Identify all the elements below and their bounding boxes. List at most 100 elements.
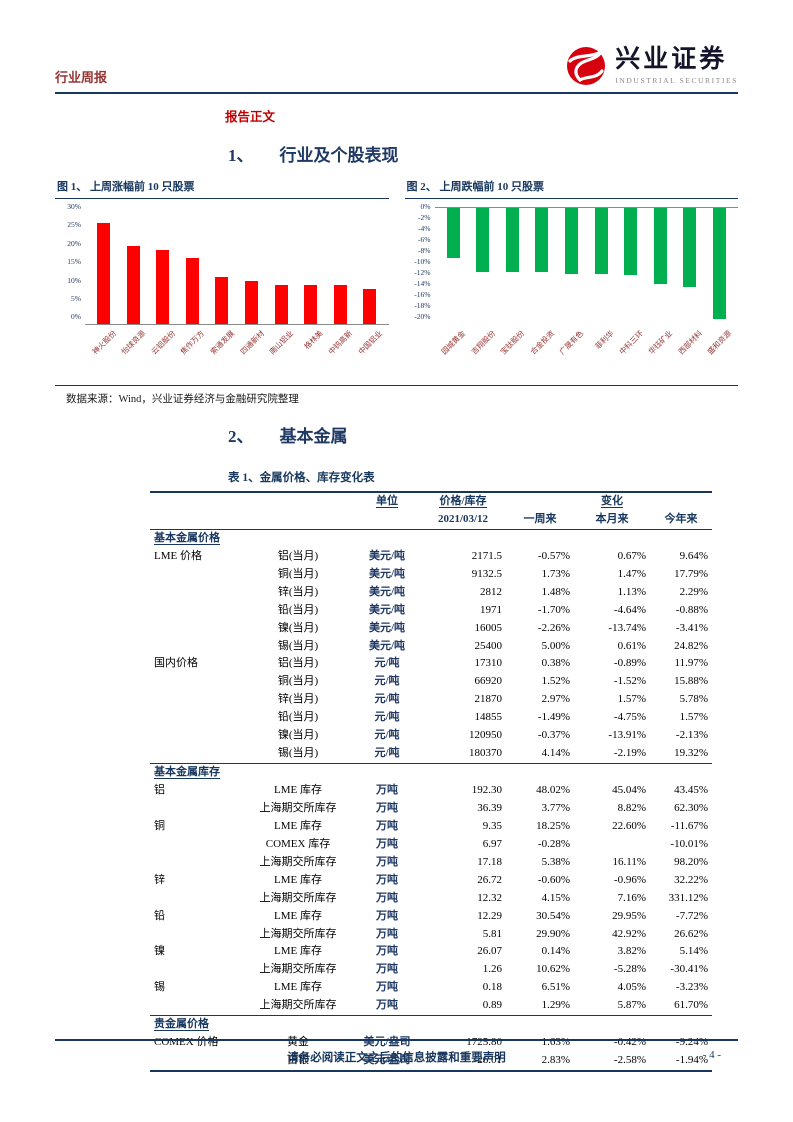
row-week-change: 10.62%	[536, 963, 570, 976]
x-label-slot: 宝钛股份	[498, 325, 528, 381]
chart-top-gainers: 图 1、 上周涨幅前 10 只股票 30% 25% 20% 15% 10% 5% 0% 神火…	[55, 178, 389, 381]
row-month-change: -13.91%	[608, 729, 646, 742]
x-category-label: 中钨高新	[326, 328, 355, 357]
chart-bar	[505, 208, 519, 273]
row-value: 21870	[474, 693, 503, 706]
y-tick-label: -4%	[418, 224, 431, 234]
table-row: 镍(当月) 元/吨 120950 -0.37% -13.91% -2.13%	[150, 727, 712, 745]
row-item: 上海期交所库存	[259, 999, 337, 1012]
row-month-change: 45.04%	[612, 784, 646, 796]
row-item: 铝(当月)	[277, 549, 319, 562]
table-body: 基本金属价格 LME 价格 铝(当月) 美元/吨 2171.5 -0.57% 0.67% 9.…	[150, 529, 712, 1071]
x-category-label: 怡球资源	[119, 328, 148, 357]
row-group	[150, 997, 242, 1015]
table-row: 铜(当月) 元/吨 66920 1.52% -1.52% 15.88%	[150, 673, 712, 691]
x-label-slot: 格林美	[296, 325, 326, 381]
row-item: 铝(当月)	[277, 657, 319, 670]
x-category-label: 四通新材	[238, 328, 266, 357]
row-item: 铅(当月)	[277, 711, 319, 724]
table-section-row: 基本金属价格	[150, 529, 712, 547]
row-value: 5.81	[482, 927, 502, 940]
y-tick-label: -10%	[414, 257, 431, 267]
row-year-change: 17.79%	[674, 567, 708, 580]
row-group	[150, 584, 242, 602]
row-item: 白银	[287, 1054, 309, 1067]
table-row: 铅(当月) 美元/吨 1971 -1.70% -4.64% -0.88%	[150, 602, 712, 620]
row-item: 锌(当月)	[277, 693, 319, 706]
row-group	[150, 836, 242, 854]
chart-1-y-axis: 30% 25% 20% 15% 10% 5% 0%	[55, 203, 85, 321]
row-value: 14855	[474, 711, 503, 724]
chart-2-title: 图 2、 上周跌幅前 10 只股票	[404, 178, 738, 199]
row-group: 铜	[154, 819, 165, 832]
chart-bar	[624, 208, 638, 276]
page-footer: 请务必阅读正文之后的信息披露和重要声明 - 4 -	[0, 1039, 793, 1066]
row-value: 120950	[469, 729, 502, 742]
row-item: 铅(当月)	[277, 603, 319, 616]
x-category-label: 云铝股份	[149, 328, 177, 357]
row-year-change: -7.72%	[675, 909, 708, 922]
row-unit: 美元/吨	[368, 621, 406, 634]
row-item: 镍(当月)	[277, 621, 319, 634]
table-row: 铜(当月) 美元/吨 9132.5 1.73% 1.47% 17.79%	[150, 566, 712, 584]
row-week-change: 1.73%	[541, 567, 570, 580]
section-1-title: 行业及个股表现	[279, 146, 399, 165]
x-category-label: 中科三环	[617, 328, 645, 357]
bar-slot	[527, 208, 557, 325]
y-tick-label: 10%	[67, 275, 81, 285]
row-month-change: 1.57%	[617, 693, 646, 706]
row-week-change: 1.29%	[541, 999, 570, 1012]
row-unit: 万吨	[376, 784, 398, 796]
bar-slot	[704, 208, 734, 325]
row-group	[150, 602, 242, 620]
chart-bar	[185, 257, 199, 324]
bar-slot	[148, 207, 178, 324]
row-month-change: 3.82%	[617, 945, 646, 958]
bar-slot	[237, 207, 267, 324]
x-category-label: 吉翔股份	[469, 328, 497, 357]
row-value: 12.29	[477, 909, 502, 922]
bar-slot	[586, 208, 616, 325]
chart-1-plot-area	[85, 207, 389, 325]
row-item: COMEX 库存	[265, 837, 331, 850]
chart-bar	[215, 277, 229, 324]
row-item: 上海期交所库存	[259, 891, 337, 904]
table-row: 锡 LME 库存 万吨 0.18 6.51% 4.05% -3.23%	[150, 979, 712, 997]
chart-2-y-axis: 0% -2% -4% -6% -8% -10% -12% -14% -16% -18% -20%	[405, 203, 435, 321]
row-year-change: 1.57%	[679, 711, 708, 724]
disclaimer-text: 请务必阅读正文之后的信息披露和重要声明	[287, 1052, 506, 1064]
row-item: 上海期交所库存	[259, 927, 337, 940]
row-unit: 万吨	[376, 909, 398, 922]
x-label-slot: 云铝股份	[148, 325, 178, 381]
row-value: 26.01	[477, 1054, 502, 1067]
chart-bar	[333, 285, 347, 324]
row-month-change: -1.52%	[613, 675, 646, 688]
row-group	[150, 620, 242, 638]
table-row: LME 价格 铝(当月) 美元/吨 2171.5 -0.57% 0.67% 9.64%	[150, 548, 712, 566]
x-category-label: 神火股份	[90, 328, 118, 357]
section-2-number: 2、	[228, 427, 254, 446]
row-week-change: -0.60%	[537, 873, 570, 886]
row-month-change: 16.11%	[612, 855, 646, 868]
chart-bar	[126, 246, 140, 324]
x-label-slot: 中科三环	[616, 325, 646, 381]
row-unit: 元/吨	[374, 657, 400, 670]
table-row: 白银 美元/盎司 26.01 2.83% -2.58% -1.94%	[150, 1052, 712, 1071]
section-label: 基本金属价格	[154, 531, 220, 545]
row-year-change: 5.14%	[679, 945, 708, 958]
chart-bar	[156, 249, 170, 324]
bar-slot	[207, 207, 237, 324]
row-month-change: 29.95%	[612, 909, 646, 922]
x-category-label: 华钰矿业	[646, 328, 675, 357]
table-row: 上海期交所库存 万吨 1.26 10.62% -5.28% -30.41%	[150, 961, 712, 979]
bar-slot	[468, 208, 498, 325]
chart-2-plot-area	[434, 207, 738, 325]
row-group	[150, 745, 242, 763]
row-unit: 万吨	[376, 927, 398, 940]
bar-slot	[439, 208, 469, 325]
y-tick-label: 25%	[67, 220, 81, 230]
row-value: 0.89	[482, 999, 502, 1012]
table-row: 上海期交所库存 万吨 0.89 1.29% 5.87% 61.70%	[150, 997, 712, 1015]
row-month-change: -0.89%	[613, 657, 646, 670]
report-type-label: 行业周报	[55, 70, 108, 85]
